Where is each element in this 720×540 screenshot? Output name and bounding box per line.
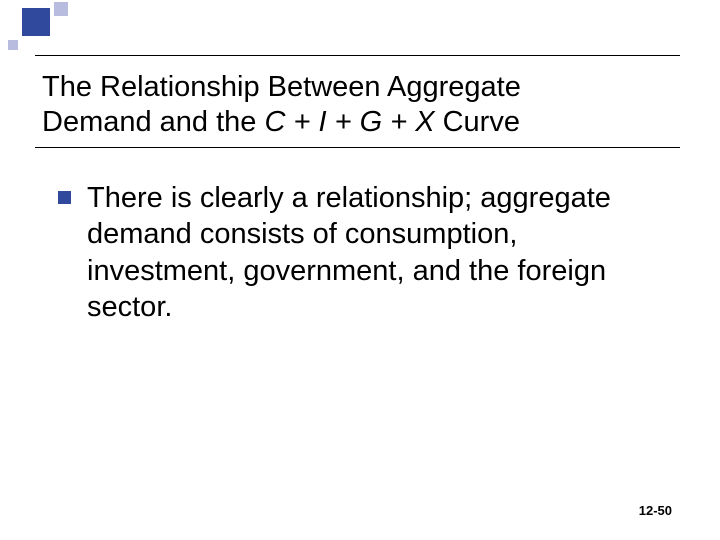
deco-square-small-2 [8,40,18,50]
bullet-square-icon [58,191,71,204]
content-area: There is clearly a relationship; aggrega… [58,180,660,325]
slide-title: The Relationship Between Aggregate Deman… [42,70,660,140]
rule-under-title [35,147,680,148]
rule-top [35,55,680,56]
title-line2-suffix: Curve [435,106,520,138]
deco-square-large [22,8,50,36]
page-number: 12-50 [639,503,672,518]
deco-square-small-1 [54,2,68,16]
title-line2-italic: C + I + G + X [264,106,434,138]
bullet-text: There is clearly a relationship; aggrega… [87,180,660,325]
title-line1: The Relationship Between Aggregate [42,71,521,103]
title-line2-prefix: Demand and the [42,106,264,138]
corner-decoration [0,0,90,56]
bullet-item: There is clearly a relationship; aggrega… [58,180,660,325]
